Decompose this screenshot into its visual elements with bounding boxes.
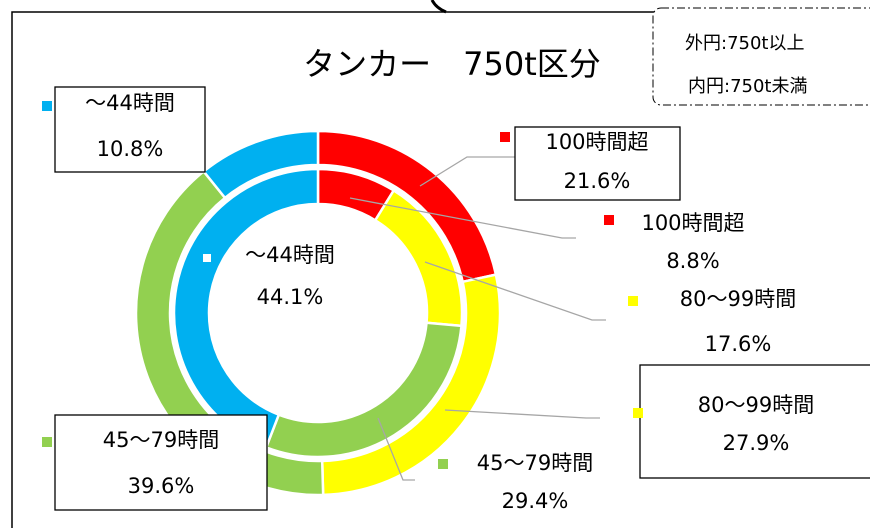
value-label: 21.6%: [564, 169, 631, 193]
category-label: 45〜79時間: [477, 451, 593, 475]
value-label: 17.6%: [705, 332, 772, 356]
category-label: 〜44時間: [85, 91, 175, 115]
label-marker: [604, 215, 614, 225]
decoration: [430, 0, 447, 14]
leader-line: [349, 197, 576, 239]
label-marker: [633, 408, 643, 418]
category-label: 80〜99時間: [698, 393, 814, 417]
label-box: [54, 414, 268, 511]
category-label: 100時間超: [641, 211, 744, 235]
legend-entry: 外円:750t以上: [685, 33, 804, 54]
legend-box: [652, 7, 870, 106]
leader-line: [444, 409, 600, 419]
rings: [134, 129, 502, 497]
label-box: [514, 126, 681, 201]
category-label: 80〜99時間: [680, 287, 796, 311]
leader-lines: [349, 156, 606, 481]
label-marker: [500, 132, 510, 142]
chart-title: タンカー 750t区分: [303, 45, 601, 83]
value-label: 27.9%: [723, 431, 790, 455]
labels: 100時間超 21.6% 80〜99時間 27.9% 45〜79時間 39.6% 〜44時間…: [42, 86, 870, 513]
value-label: 29.4%: [502, 489, 569, 513]
category-label: 100時間超: [545, 130, 648, 154]
label-marker: [628, 296, 638, 306]
legend-entry: 内円:750t未満: [688, 76, 807, 97]
category-label: 〜44時間: [245, 243, 335, 267]
donut-slice: [201, 129, 320, 200]
leader-line: [419, 156, 515, 187]
category-label: 45〜79時間: [103, 428, 219, 452]
value-label: 10.8%: [97, 137, 164, 161]
label-marker: [201, 252, 213, 264]
value-label: 44.1%: [257, 285, 324, 309]
value-label: 39.6%: [128, 474, 195, 498]
leader-line: [424, 261, 606, 321]
label-marker: [42, 437, 52, 447]
label-marker: [438, 459, 448, 469]
value-label: 8.8%: [666, 249, 719, 273]
leader-line: [377, 417, 415, 481]
donut-slice: [172, 167, 320, 449]
label-box: [54, 86, 206, 173]
label-marker: [42, 101, 52, 111]
label-box: [639, 364, 870, 479]
